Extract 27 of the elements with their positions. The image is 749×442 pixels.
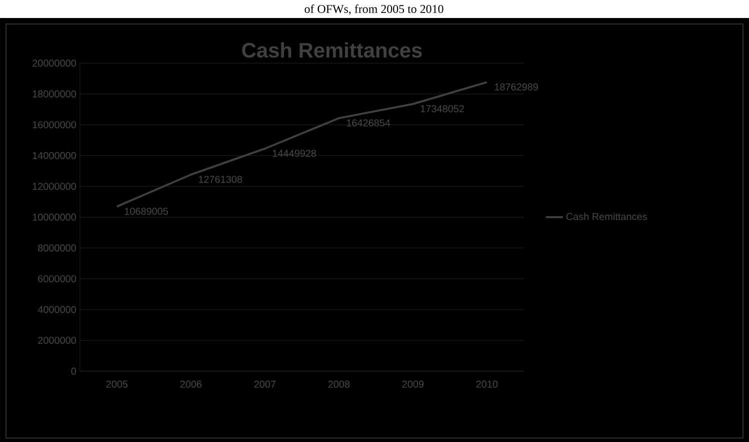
y-tick-label: 4000000 [38,306,76,314]
y-tick-label: 12000000 [32,182,76,190]
data-label: 10689005 [124,208,168,215]
data-label: 12761308 [198,176,242,183]
x-tick-label: 2009 [402,380,424,388]
y-tick-label: 18000000 [32,90,76,98]
x-tick-label: 2007 [254,380,276,388]
y-tick-label: 10000000 [32,214,76,221]
data-label: 17348052 [420,105,464,112]
x-tick-label: 2010 [476,380,498,388]
text: of OFWs, from 2005 to 2010 [304,4,444,15]
y-tick-label: 14000000 [32,152,76,160]
y-tick-label: 8000000 [38,244,76,252]
line-series [116,81,488,208]
y-tick-label: 6000000 [38,275,76,282]
x-tick-label: 2008 [328,380,350,388]
x-tick-label: 2005 [106,380,128,388]
legend-label: Cash Remittances [566,212,647,220]
y-tick-label: 0 [71,368,76,375]
data-label: 18762989 [494,83,538,90]
x-tick-label: 2006 [180,380,202,388]
y-tick-label: 2000000 [38,336,76,344]
data-label: 16426854 [346,119,390,126]
chart-title: Cash Remittances [242,42,422,58]
data-label: 14449928 [272,150,316,157]
y-tick-label: 20000000 [32,60,76,67]
y-tick-label: 16000000 [32,121,76,128]
